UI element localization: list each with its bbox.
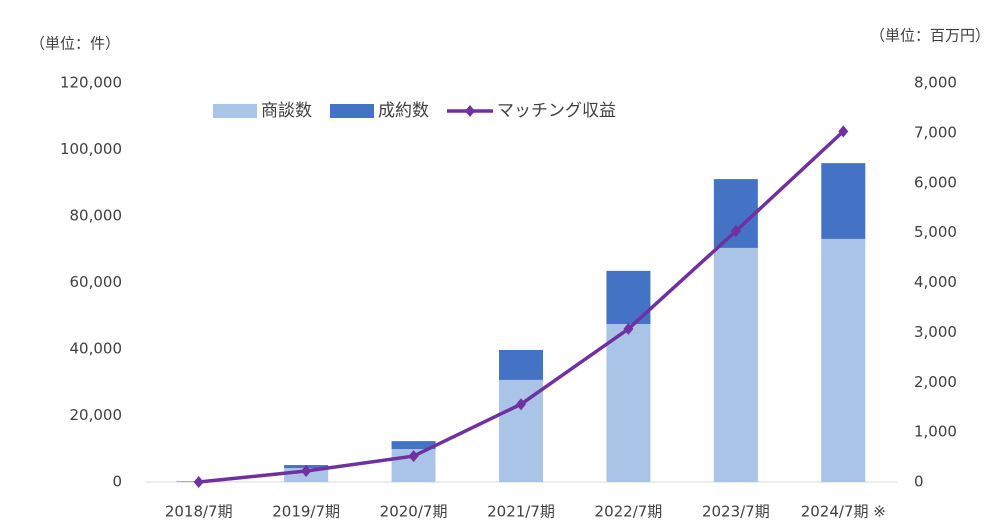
y2-tick-label: 0: [914, 473, 924, 491]
legend: 商談数 成約数 マッチング収益: [213, 101, 616, 121]
legend-label: 成約数: [378, 101, 429, 121]
y-axis-label: （単位：件）: [30, 35, 120, 53]
x-tick-label: 2024/7期 ※: [801, 503, 886, 521]
y-tick-label: 40,000: [70, 340, 123, 358]
y2-tick-label: 6,000: [914, 173, 957, 191]
y-tick-label: 100,000: [60, 140, 122, 158]
bar: [821, 163, 866, 239]
y-tick-label: 80,000: [70, 207, 123, 225]
y-tick-label: 0: [112, 473, 122, 491]
x-tick-label: 2020/7期: [380, 503, 448, 521]
line-marker: [516, 398, 526, 411]
y-tick-label: 120,000: [60, 74, 122, 92]
line-marker: [301, 465, 312, 478]
line-marker: [193, 476, 204, 488]
line-marker: [623, 322, 634, 335]
bar: [713, 247, 758, 482]
x-tick-label: 2022/7期: [595, 503, 663, 521]
line-marker: [838, 125, 849, 138]
y2-tick-label: 1,000: [914, 423, 957, 441]
x-tick-label: 2018/7期: [165, 503, 233, 521]
y2-tick-label: 8,000: [914, 74, 957, 92]
x-tick-label: 2021/7期: [487, 503, 555, 521]
y-tick-label: 20,000: [70, 406, 123, 424]
legend-label: 商談数: [261, 101, 312, 121]
x-tick-label: 2019/7期: [272, 503, 340, 521]
y2-tick-label: 2,000: [914, 373, 957, 391]
y-tick-label: 60,000: [70, 273, 123, 291]
bar: [606, 324, 651, 482]
bar: [499, 349, 543, 380]
y2-tick-label: 3,000: [914, 323, 957, 341]
y2-axis-label: （単位：百万円）: [870, 27, 990, 45]
y2-tick-label: 7,000: [914, 123, 957, 141]
legend-swatch: [330, 104, 374, 118]
x-tick-label: 2023/7期: [702, 503, 770, 521]
legend-label: マッチング収益: [497, 101, 616, 121]
bar: [499, 379, 543, 482]
bar: [713, 179, 758, 248]
y2-tick-label: 5,000: [914, 223, 957, 241]
y2-tick-label: 4,000: [914, 273, 957, 291]
legend-swatch: [465, 105, 475, 117]
legend-swatch: [213, 104, 257, 118]
bar: [821, 238, 866, 482]
line-marker: [408, 450, 419, 463]
line-marker: [730, 225, 741, 238]
bar: [391, 441, 436, 450]
